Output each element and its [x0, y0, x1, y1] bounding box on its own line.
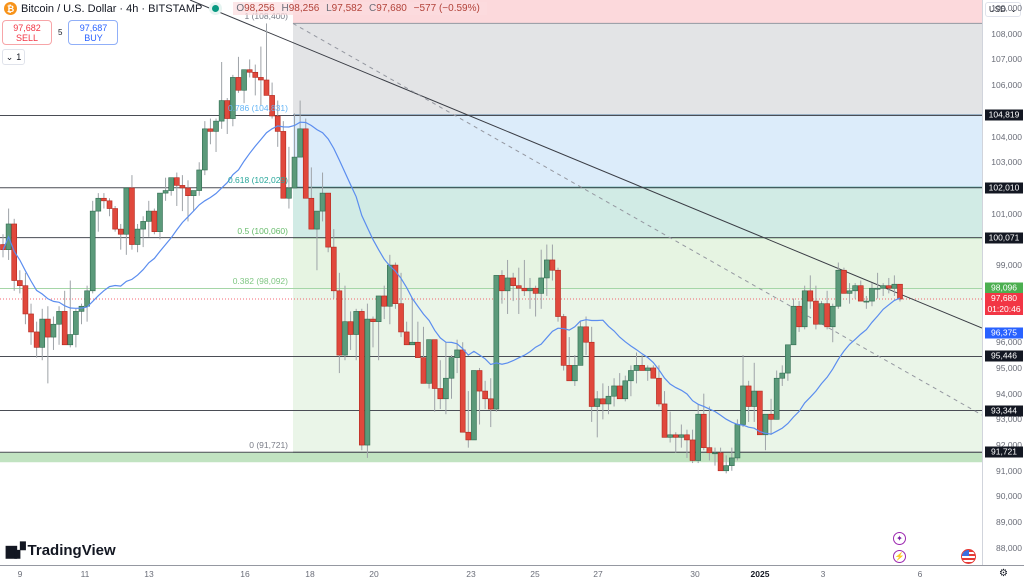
- price-badge: 104,819: [985, 109, 1023, 121]
- price-tick: 101,000: [991, 208, 1022, 219]
- tradingview-mark-icon: ▆▞: [6, 542, 25, 558]
- high-value: 98,256: [288, 3, 320, 14]
- price-tick: 103,000: [991, 157, 1022, 168]
- fib-zone-1-0786: [293, 23, 982, 116]
- buy-label: BUY: [84, 32, 103, 43]
- price-tick: 109,000: [991, 3, 1022, 13]
- time-tick: 3: [820, 569, 826, 579]
- ohlc-legend: O98,256 H98,256 L97,582 C97,680 −577 (−0…: [233, 2, 487, 15]
- tradingview-logo[interactable]: ▆▞ TradingView: [6, 542, 116, 559]
- price-badge: 98,096: [985, 282, 1023, 294]
- time-tick: 18: [305, 569, 315, 579]
- us-flag-icon[interactable]: [961, 549, 976, 564]
- buy-price: 97,687: [79, 22, 108, 33]
- low-value: 97,582: [331, 3, 363, 14]
- fib-zone-0786-0618: [293, 115, 982, 188]
- trade-buttons: 97,682 SELL 5 97,687 BUY: [2, 20, 119, 45]
- time-tick: 25: [530, 569, 540, 579]
- buy-button[interactable]: 97,687 BUY: [68, 20, 119, 45]
- price-tick: 94,000: [996, 388, 1022, 399]
- indicator-count: 1: [16, 52, 22, 62]
- time-tick: 27: [593, 569, 603, 579]
- chart-pane[interactable]: 1 (108,400) 0.786 (104,831) 0.618 (102,029…: [0, 0, 982, 565]
- fib-label: 0.618 (102,029): [227, 175, 288, 186]
- sparkle-icon[interactable]: ✦: [893, 532, 906, 545]
- price-badge: 100,071: [985, 232, 1023, 244]
- chevron-down-icon: ⌄: [5, 51, 14, 62]
- price-tick: 99,000: [996, 260, 1022, 271]
- time-tick: 9: [17, 569, 23, 579]
- sell-label: SELL: [15, 32, 39, 43]
- fib-label: 0.5 (100,060): [237, 225, 288, 236]
- time-axis[interactable]: 9 11 13 16 18 20 23 25 27 30 2025 3 6 ⚙: [0, 565, 1024, 582]
- price-tick: 106,000: [991, 80, 1022, 91]
- price-badge: 91,721: [985, 446, 1023, 458]
- fib-label: 0 (91,721): [249, 440, 288, 451]
- price-tick: 96,000: [996, 337, 1022, 348]
- lightning-alert-icon[interactable]: ⚡: [893, 550, 906, 563]
- fib-zone-0618-05: [293, 187, 982, 238]
- fib-label: 0.786 (104,831): [227, 103, 288, 114]
- price-tick: 93,000: [996, 414, 1022, 425]
- price-tick: 108,000: [991, 28, 1022, 39]
- price-badge: 97,680 01:20:46: [985, 293, 1023, 316]
- candlestick-chart[interactable]: [0, 0, 982, 565]
- currency-selector[interactable]: USD ⌄: [985, 2, 1021, 17]
- indicators-toggle-button[interactable]: ⌄ 1: [2, 49, 25, 65]
- chevron-down-icon: ⌄: [1010, 5, 1017, 14]
- price-badge: 96,375: [985, 327, 1023, 339]
- time-tick: 30: [690, 569, 700, 579]
- sell-price: 97,682: [13, 22, 41, 33]
- price-tick: 89,000: [996, 517, 1022, 528]
- settings-icon[interactable]: ⚙: [999, 568, 1008, 579]
- fib-zone-base: [0, 452, 982, 463]
- close-value: 97,680: [376, 3, 407, 14]
- moving-average-line: [2, 121, 901, 435]
- market-status-icon: [212, 5, 220, 12]
- price-tick: 91,000: [996, 465, 1022, 476]
- symbol-header: ₿ Bitcoin / U.S. Dollar · 4h · BITSTAMP …: [4, 2, 487, 15]
- time-tick: 23: [466, 569, 476, 579]
- price-tick: 104,000: [991, 131, 1022, 142]
- time-tick: 16: [240, 569, 250, 579]
- price-tick: 107,000: [991, 54, 1022, 65]
- time-tick: 13: [144, 569, 154, 579]
- fib-label: 0.382 (98,092): [232, 276, 288, 287]
- symbol-title[interactable]: Bitcoin / U.S. Dollar · 4h · BITSTAMP: [21, 2, 203, 15]
- time-tick: 20: [369, 569, 379, 579]
- spread-value: 5: [58, 28, 63, 37]
- time-tick: 2025: [750, 569, 770, 579]
- price-tick: 92,000: [996, 440, 1022, 451]
- open-value: 98,256: [244, 3, 275, 14]
- price-tick: 88,000: [996, 542, 1022, 553]
- fib-label: 1 (108,400): [244, 11, 288, 22]
- time-tick: 11: [80, 569, 90, 579]
- bitcoin-icon: ₿: [4, 2, 17, 15]
- price-badge: 95,446: [985, 350, 1023, 362]
- sell-button[interactable]: 97,682 SELL: [2, 20, 52, 45]
- price-badge: 93,344: [985, 405, 1023, 417]
- trendline: [189, 0, 982, 329]
- price-tick: 90,000: [996, 491, 1022, 502]
- time-tick: 6: [917, 569, 923, 579]
- price-badge: 102,010: [985, 182, 1023, 194]
- change-value: −577 (−0.59%): [413, 3, 480, 14]
- price-axis[interactable]: USD ⌄ 109,000 108,000 107,000 106,000 104,00…: [982, 0, 1024, 565]
- price-tick: 95,000: [996, 362, 1022, 373]
